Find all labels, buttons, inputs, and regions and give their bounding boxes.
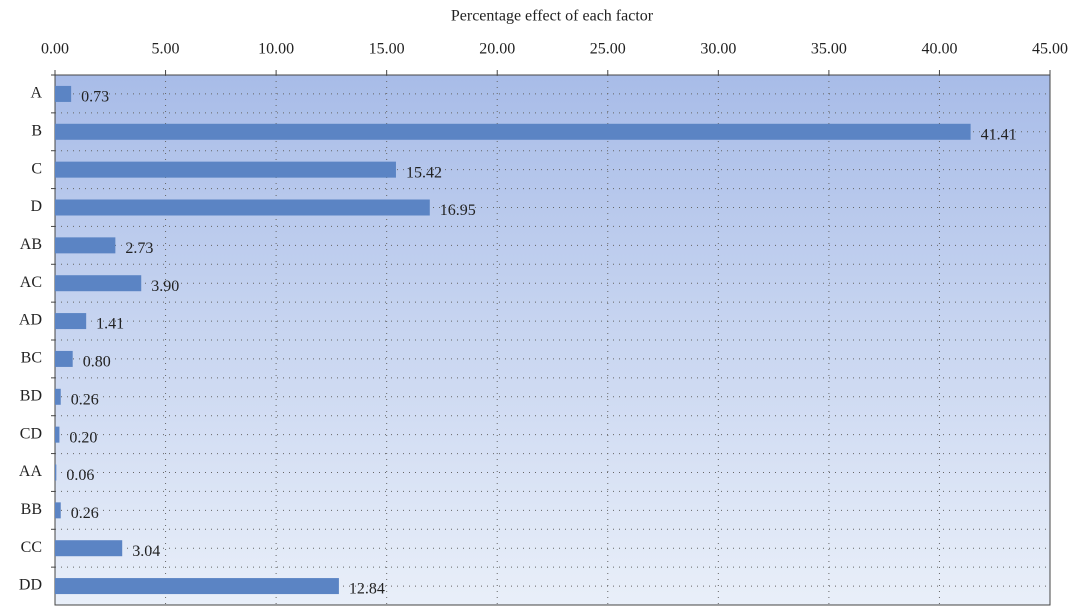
y-tick-label: CC bbox=[21, 539, 42, 556]
bar bbox=[55, 350, 73, 367]
bar bbox=[55, 313, 87, 330]
bar bbox=[55, 237, 116, 254]
x-tick-label: 5.00 bbox=[152, 41, 180, 58]
x-tick-label: 30.00 bbox=[700, 41, 736, 58]
bar bbox=[55, 199, 430, 216]
x-tick-label: 10.00 bbox=[258, 41, 294, 58]
y-tick-label: BB bbox=[21, 501, 42, 518]
x-tick-label: 45.00 bbox=[1032, 41, 1068, 58]
y-tick-label: DD bbox=[19, 577, 42, 594]
y-tick-label: D bbox=[30, 198, 42, 215]
bar bbox=[55, 502, 61, 519]
y-tick-label: BC bbox=[21, 350, 42, 367]
value-label: 1.41 bbox=[96, 316, 124, 333]
value-label: 0.26 bbox=[71, 391, 99, 408]
value-label: 0.20 bbox=[69, 429, 97, 446]
y-tick-label: A bbox=[30, 85, 42, 102]
y-tick-label: B bbox=[31, 122, 42, 139]
x-tick-label: 25.00 bbox=[590, 41, 626, 58]
y-tick-label: AA bbox=[19, 463, 43, 480]
x-tick-label: 20.00 bbox=[479, 41, 515, 58]
x-tick-label: 15.00 bbox=[369, 41, 405, 58]
bar bbox=[55, 161, 396, 178]
y-tick-label: AB bbox=[20, 236, 42, 253]
y-tick-label: AC bbox=[20, 274, 42, 291]
value-label: 0.73 bbox=[81, 89, 109, 106]
bar bbox=[55, 388, 61, 405]
bar bbox=[55, 578, 339, 595]
value-label: 0.26 bbox=[71, 505, 99, 522]
bar bbox=[55, 123, 971, 140]
value-label: 3.04 bbox=[132, 543, 160, 560]
plot-area bbox=[55, 75, 1050, 605]
bar bbox=[55, 426, 60, 443]
x-tick-label: 35.00 bbox=[811, 41, 847, 58]
x-tick-label: 0.00 bbox=[41, 41, 69, 58]
value-label: 41.41 bbox=[981, 126, 1017, 143]
y-tick-label: BD bbox=[20, 387, 42, 404]
bar bbox=[55, 275, 142, 292]
value-label: 0.06 bbox=[66, 467, 94, 484]
value-label: 15.42 bbox=[406, 164, 442, 181]
value-label: 3.90 bbox=[151, 278, 179, 295]
axis-title: Percentage effect of each factor bbox=[451, 8, 654, 25]
x-tick-label: 40.00 bbox=[921, 41, 957, 58]
value-label: 16.95 bbox=[440, 202, 476, 219]
value-label: 2.73 bbox=[125, 240, 153, 257]
y-tick-label: AD bbox=[19, 312, 42, 329]
bar bbox=[55, 85, 72, 102]
y-tick-label: C bbox=[31, 160, 42, 177]
bar bbox=[55, 464, 57, 481]
y-tick-label: CD bbox=[20, 425, 42, 442]
value-label: 0.80 bbox=[83, 354, 111, 371]
value-label: 12.84 bbox=[349, 581, 385, 598]
bar bbox=[55, 540, 123, 557]
